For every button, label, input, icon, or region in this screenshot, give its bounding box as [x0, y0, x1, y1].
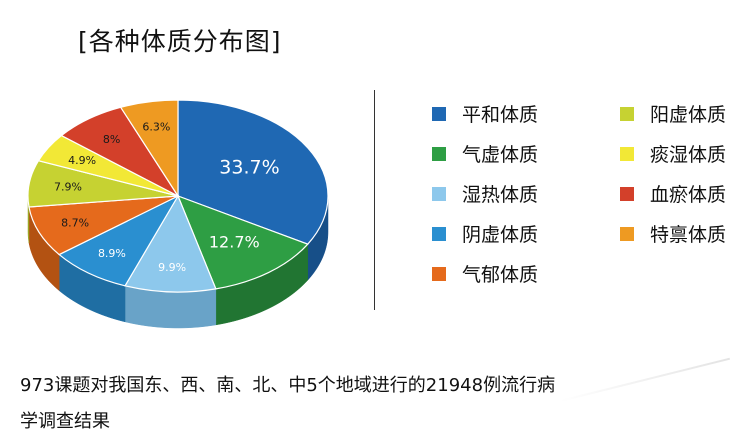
legend: 平和体质气虚体质湿热体质阴虚体质气郁体质 阳虚体质痰湿体质血瘀体质特禀体质 — [432, 100, 732, 290]
caption: 973课题对我国东、西、南、北、中5个地域进行的21948例流行病 学调查结果 — [20, 368, 660, 440]
legend-swatch — [620, 186, 634, 201]
legend-label: 阴虚体质 — [462, 224, 539, 246]
pie-label-6: 4.9% — [68, 154, 96, 167]
legend-swatch — [620, 146, 634, 161]
legend-item: 湿热体质 — [432, 180, 538, 207]
pie-slice-2 — [124, 194, 217, 293]
pie-label-8: 6.3% — [142, 120, 170, 133]
legend-item: 平和体质 — [432, 100, 538, 127]
pie-slice-3 — [58, 194, 180, 287]
legend-label: 气郁体质 — [462, 264, 539, 286]
legend-item: 阳虚体质 — [620, 100, 726, 127]
pie-label-2: 9.9% — [158, 261, 186, 274]
legend-swatch — [432, 266, 446, 281]
pie-slice-1 — [176, 194, 309, 290]
pie-label-3: 8.9% — [98, 247, 126, 260]
legend-label: 血瘀体质 — [650, 184, 727, 206]
legend-swatch — [432, 106, 446, 121]
legend-swatch — [620, 106, 634, 121]
legend-item: 气郁体质 — [432, 260, 538, 287]
legend-label: 痰湿体质 — [650, 144, 727, 166]
pie-label-1: 12.7% — [209, 232, 260, 251]
chart-title: [各种体质分布图] — [78, 27, 282, 56]
pie-label-4: 8.7% — [61, 217, 89, 230]
divider — [374, 90, 375, 310]
pie-slice-0 — [177, 99, 329, 245]
pie-label-7: 8% — [103, 133, 120, 146]
legend-swatch — [432, 146, 446, 161]
legend-item: 阴虚体质 — [432, 220, 538, 247]
legend-label: 特禀体质 — [650, 224, 727, 246]
legend-swatch — [620, 226, 634, 241]
caption-line-2: 学调查结果 — [20, 411, 110, 432]
legend-swatch — [432, 186, 446, 201]
legend-item: 特禀体质 — [620, 220, 726, 247]
legend-label: 湿热体质 — [462, 184, 539, 206]
legend-item: 气虚体质 — [432, 140, 538, 167]
legend-label: 平和体质 — [462, 104, 539, 126]
caption-line-1: 973课题对我国东、西、南、北、中5个地域进行的21948例流行病 — [20, 375, 556, 396]
pie-label-5: 7.9% — [54, 181, 82, 194]
legend-item: 血瘀体质 — [620, 180, 726, 207]
pie-slice-8 — [119, 99, 179, 199]
legend-item: 痰湿体质 — [620, 140, 726, 167]
legend-swatch — [432, 226, 446, 241]
legend-label: 气虚体质 — [462, 144, 539, 166]
pie-label-0: 33.7% — [219, 157, 279, 179]
legend-label: 阳虚体质 — [650, 104, 727, 126]
pie-chart: 33.7% 12.7% 9.9% 8.9% 8.7% 7.9% 4.9% 8% 6.3% — [27, 99, 329, 329]
